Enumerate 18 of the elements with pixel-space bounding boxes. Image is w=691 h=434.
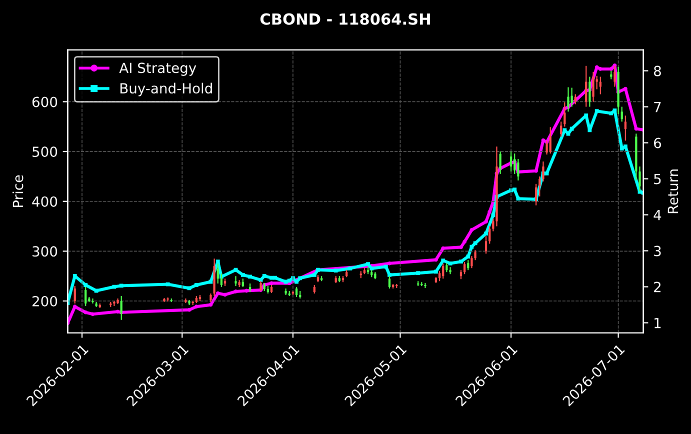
- y-tick-label: 300: [32, 246, 58, 257]
- legend-label: Buy-and-Hold: [120, 82, 212, 96]
- y2-tick-label: 2: [654, 282, 660, 292]
- y-tick-label: 400: [32, 196, 58, 207]
- y-tick-label: 600: [32, 96, 58, 108]
- y2-tick-label: 6: [654, 138, 662, 148]
- y2-tick-label: 1: [654, 318, 661, 328]
- y2-tick-label: 8: [654, 66, 661, 76]
- chart-title: CBOND - 118064.SH: [260, 13, 430, 25]
- y2-axis-title: Return: [668, 170, 678, 214]
- legend-label: AI Strategy: [119, 62, 196, 76]
- y2-tick-label: 5: [654, 174, 661, 184]
- y2-tick-label: 3: [654, 246, 661, 256]
- y-tick-label: 200: [32, 296, 58, 306]
- y-tick-label: 500: [32, 146, 58, 158]
- y2-tick-label: 4: [654, 210, 662, 220]
- y2-tick-label: 7: [654, 102, 661, 112]
- y-axis-title: Price: [12, 175, 24, 207]
